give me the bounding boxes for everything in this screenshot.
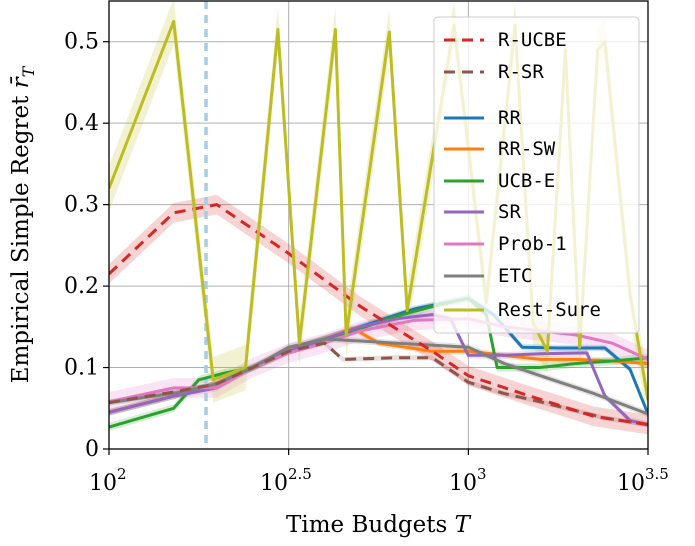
x-tick-label-0: 102: [89, 465, 127, 496]
legend-label-rr: RR: [498, 107, 521, 129]
series-lines: [109, 19, 648, 429]
y-tick-label-5: 0.5: [64, 30, 99, 55]
y-axis-title: Empirical Simple Regret r̄T: [8, 65, 38, 383]
legend-label-r-ucbe: R-UCBE: [498, 29, 567, 51]
legend-label-prob-1: Prob-1: [498, 233, 567, 255]
plot-frame: [108, 0, 649, 450]
line-r-sr: [109, 341, 648, 427]
line-prob-1: [109, 317, 648, 404]
band-rest-sure: [109, 1, 648, 423]
line-etc: [109, 337, 648, 416]
band-prob-1: [109, 308, 648, 412]
x-tick-label-3: 103.5: [617, 465, 669, 496]
y-tick-labels: 0 0.1 0.2 0.3 0.4 0.5: [64, 30, 99, 462]
y-tick-label-4: 0.4: [64, 111, 99, 136]
legend-label-r-sr: R-SR: [498, 61, 544, 83]
y-tick-label-2: 0.2: [64, 274, 99, 299]
x-tick-labels: 102 102.5 103 103.5: [89, 465, 669, 496]
y-tick-label-0: 0: [85, 437, 99, 462]
legend-label-etc: ETC: [498, 265, 532, 287]
band-r-ucbe: [109, 194, 648, 435]
y-tick-label-1: 0.1: [64, 356, 99, 381]
legend: R-UCBE R-SR RR RR-SW UCB-E SR Prob-1 ETC Rest-Su…: [433, 16, 640, 334]
legend-label-sr: SR: [498, 201, 521, 223]
legend-label-rr-sw: RR-SW: [498, 138, 556, 160]
x-tick-label-2: 103: [449, 465, 487, 496]
line-ucb-e: [109, 296, 648, 429]
legend-box: [433, 16, 640, 334]
legend-label-ucb-e: UCB-E: [498, 170, 555, 192]
y-tick-label-3: 0.3: [64, 193, 99, 218]
legend-label-rest-sure: Rest-Sure: [498, 299, 601, 321]
x-tick-label-1: 102.5: [260, 465, 312, 496]
axis-ticks: [103, 41, 649, 455]
x-axis-title: Time Budgets T: [286, 512, 472, 538]
